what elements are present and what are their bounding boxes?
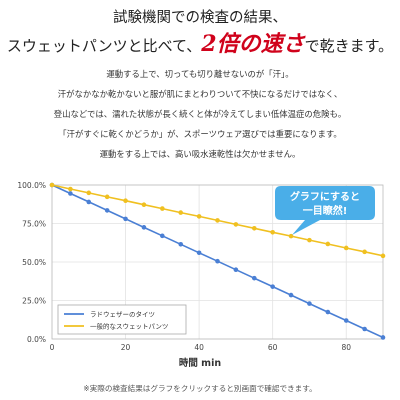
body-line-3: 登山などでは、濡れた状態が長く続くと体が冷えてしまい低体温症の危険も。 (53, 109, 347, 119)
series-1-point (233, 222, 239, 227)
headline-line-1: 試験機関での検査の結果、 (113, 10, 287, 26)
series-0-point (104, 208, 110, 213)
series-1-point (49, 182, 55, 188)
series-0-point (178, 241, 184, 247)
body-line-5: 運動をする上では、高い吸水速乾性は欠かせません。 (99, 149, 301, 159)
x-tick-label: 80 (341, 343, 351, 352)
legend-label-0: ラドウェザーのタイツ (90, 310, 155, 319)
series-1-point (270, 229, 275, 235)
body-line-4: 「汗がすぐに乾くかどうか」が、スポーツウェア選びでは重要になります。 (58, 129, 342, 139)
series-0-point (86, 199, 92, 205)
y-tick-label: 25.0% (22, 297, 46, 306)
legend-label-1: 一般的なスウェットパンツ (90, 322, 168, 331)
headline-emphasis: 2倍の速さ (201, 31, 305, 57)
callout-text-line-1: グラフにすると (290, 190, 360, 203)
series-1-point (104, 194, 110, 200)
body-line-1: 運動する上で、切っても切り離せないのが「汗」。 (106, 69, 294, 79)
x-axis-label: 時間 min (179, 357, 221, 369)
series-0-point (196, 250, 202, 256)
chart-series (49, 182, 386, 340)
series-0-point (160, 233, 165, 239)
chart-svg[interactable]: 0.0% 25.0% 50.0% 75.0% 100.0% 0 20 40 60 80 ラドウェザ… (0, 172, 400, 372)
series-1-point (68, 186, 73, 192)
x-tick-label: 20 (121, 343, 131, 352)
series-0-point (325, 309, 331, 315)
series-0-point (233, 267, 239, 272)
series-0-point (343, 318, 349, 323)
body-line-2: 汗がなかなか乾かないと服が肌にまとわりついて不快になるだけではなく、 (57, 89, 343, 99)
y-tick-label: 50.0% (22, 258, 46, 267)
legend-box (57, 304, 187, 335)
plot-area-border (51, 184, 384, 340)
series-0-point (123, 216, 128, 222)
series-0-point (288, 292, 294, 298)
callout-shape (275, 186, 375, 235)
headline-line-2: スウェットパンツと比べて、2倍の速さで乾きます。 (0, 26, 400, 58)
series-1-point (288, 233, 294, 239)
series-1-point (325, 241, 331, 247)
callout-text-line-2: 一目瞭然! (303, 204, 348, 217)
series-1-point (251, 225, 257, 231)
callout-bubble: グラフにすると 一目瞭然! (275, 186, 375, 235)
headline-line-2-suffix: で乾きます。 (304, 37, 394, 55)
y-tick-label: 100.0% (17, 181, 46, 190)
series-1-point (178, 210, 184, 215)
series-1-point (380, 253, 386, 259)
footer-note: ※実際の検査結果はグラフをクリックすると別画面で確認できます。 (83, 384, 317, 393)
series-1-point (196, 214, 202, 219)
series-0-point (251, 275, 257, 281)
series-1-point (215, 218, 220, 223)
series-1-point (307, 237, 312, 243)
y-tick-label: 75.0% (22, 220, 46, 229)
series-0-point (380, 335, 386, 340)
series-0-point (68, 191, 73, 196)
series-0-point (307, 301, 312, 306)
x-tick-label: 60 (268, 343, 278, 352)
series-1-point (141, 202, 147, 208)
series-1-point (123, 198, 128, 204)
series-1-point (160, 206, 165, 211)
series-0-point (141, 225, 147, 230)
series-0-point (270, 284, 275, 289)
series-0-point (215, 258, 220, 264)
headline-line-2-prefix: スウェットパンツと比べて、 (6, 37, 202, 55)
y-tick-label: 0.0% (27, 335, 46, 344)
series-1-point (343, 245, 349, 251)
x-tick-label: 40 (194, 343, 204, 352)
chart-ticks: 0.0% 25.0% 50.0% 75.0% 100.0% 0 20 40 60 80 (17, 181, 351, 352)
drying-chart[interactable]: 0.0% 25.0% 50.0% 75.0% 100.0% 0 20 40 60 80 ラドウェザ… (0, 172, 400, 372)
series-1-point (362, 249, 367, 255)
series-1-point (86, 190, 92, 196)
series-0-point (362, 326, 367, 332)
x-tick-label: 0 (50, 343, 55, 352)
